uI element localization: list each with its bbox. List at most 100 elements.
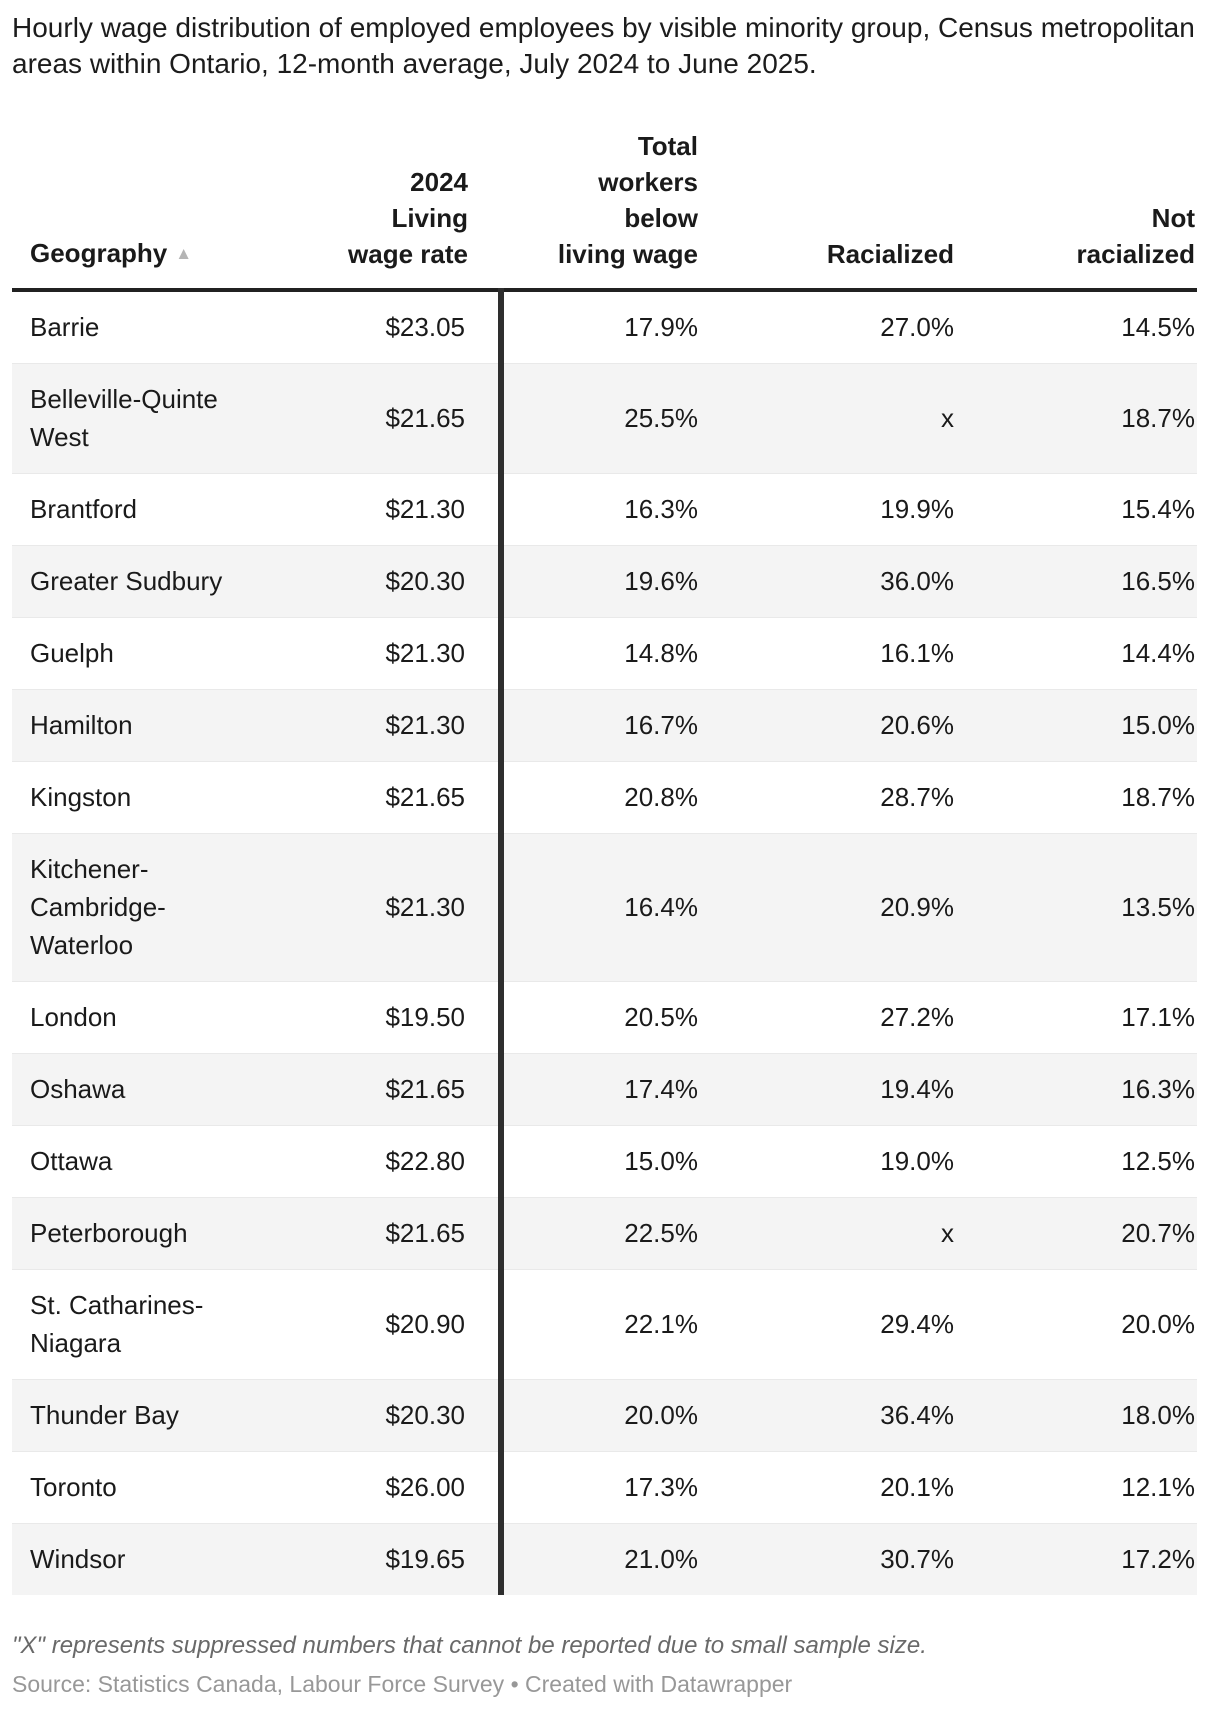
cell-racialized: 19.9%: [731, 473, 987, 546]
cell-not-racialized: 12.5%: [987, 1125, 1197, 1198]
cell-not-racialized: 14.4%: [987, 617, 1197, 690]
cell-racialized: x: [731, 363, 987, 474]
cell-not-racialized: 16.3%: [987, 1053, 1197, 1126]
cell-racialized: 19.4%: [731, 1053, 987, 1126]
cell-racialized: 29.4%: [731, 1269, 987, 1380]
cell-living-wage-rate: $19.50: [251, 981, 501, 1054]
column-header-total-below-living-wage[interactable]: Total workers below living wage: [501, 128, 731, 292]
table-row: Hamilton $21.30 16.7% 20.6% 15.0%: [12, 689, 1197, 762]
cell-racialized: 27.2%: [731, 981, 987, 1054]
cell-geography: Peterborough: [12, 1197, 251, 1270]
cell-living-wage-rate: $21.30: [251, 833, 501, 982]
cell-not-racialized: 20.7%: [987, 1197, 1197, 1270]
cell-total-below-living-wage: 17.9%: [498, 290, 731, 364]
column-header-not-racialized-label: Not racialized: [1076, 203, 1195, 269]
cell-racialized: 36.0%: [731, 545, 987, 618]
cell-total-below-living-wage: 14.8%: [498, 617, 731, 690]
cell-living-wage-rate: $20.30: [251, 545, 501, 618]
cell-living-wage-rate: $21.65: [251, 1053, 501, 1126]
cell-living-wage-rate: $21.65: [251, 761, 501, 834]
cell-living-wage-rate: $23.05: [385, 312, 465, 342]
cell-living-wage-rate: $22.80: [251, 1125, 501, 1198]
table-row: Ottawa $22.80 15.0% 19.0% 12.5%: [12, 1125, 1197, 1198]
column-header-not-racialized[interactable]: Not racialized: [987, 128, 1197, 292]
table-row: Barrie $23.05 17.9% 27.0% 14.5%: [12, 290, 1197, 364]
cell-living-wage-rate: $21.30: [251, 689, 501, 762]
table-row: Windsor $19.65 21.0% 30.7% 17.2%: [12, 1523, 1197, 1595]
table-row: Greater Sudbury $20.30 19.6% 36.0% 16.5%: [12, 545, 1197, 618]
cell-not-racialized: 17.2%: [987, 1523, 1197, 1595]
table-row: Peterborough $21.65 22.5% x 20.7%: [12, 1197, 1197, 1270]
column-header-geography[interactable]: Geography ▲: [12, 128, 251, 292]
table-row: Toronto $26.00 17.3% 20.1% 12.1%: [12, 1451, 1197, 1524]
cell-not-racialized: 20.0%: [987, 1269, 1197, 1380]
cell-racialized: x: [731, 1197, 987, 1270]
cell-geography: Windsor: [12, 1523, 251, 1595]
cell-racialized: 19.0%: [731, 1125, 987, 1198]
cell-geography: St. Catharines-Niagara: [12, 1269, 251, 1380]
cell-not-racialized: 18.0%: [987, 1379, 1197, 1452]
cell-total-below-living-wage: 17.4%: [498, 1053, 731, 1126]
cell-not-racialized: 18.7%: [987, 761, 1197, 834]
cell-total-below-living-wage: 22.5%: [498, 1197, 731, 1270]
cell-living-wage-rate: $20.90: [251, 1269, 501, 1380]
cell-geography: Hamilton: [12, 689, 251, 762]
sort-ascending-icon: ▲: [175, 244, 193, 263]
cell-total-below-living-wage: 16.3%: [498, 473, 731, 546]
cell-not-racialized: 12.1%: [987, 1451, 1197, 1524]
cell-geography: Belleville-Quinte West: [12, 363, 251, 474]
cell-total-below-living-wage: 22.1%: [498, 1269, 731, 1380]
column-header-racialized-label: Racialized: [826, 239, 954, 269]
table-row: Brantford $21.30 16.3% 19.9% 15.4%: [12, 473, 1197, 546]
column-header-geography-label: Geography: [30, 238, 168, 268]
cell-total-below-living-wage: 16.7%: [498, 689, 731, 762]
cell-total-below-living-wage: 20.5%: [498, 981, 731, 1054]
cell-total-below-living-wage: 25.5%: [498, 363, 731, 474]
table-row: Belleville-Quinte West $21.65 25.5% x 18.7%: [12, 363, 1197, 474]
table-title: Hourly wage distribution of employed emp…: [12, 12, 1195, 79]
table-row: Oshawa $21.65 17.4% 19.4% 16.3%: [12, 1053, 1197, 1126]
cell-not-racialized: 13.5%: [987, 833, 1197, 982]
column-header-living-wage-rate[interactable]: 2024 Living wage rate: [251, 128, 501, 292]
cell-geography: Thunder Bay: [12, 1379, 251, 1452]
cell-geography: London: [12, 981, 251, 1054]
table-row: St. Catharines-Niagara $20.90 22.1% 29.4% 20…: [12, 1269, 1197, 1380]
column-header-racialized[interactable]: Racialized: [731, 128, 987, 292]
table-row: Guelph $21.30 14.8% 16.1% 14.4%: [12, 617, 1197, 690]
cell-not-racialized: 18.7%: [987, 363, 1197, 474]
column-header-total-below-living-wage-label: Total workers below living wage: [557, 131, 698, 269]
cell-not-racialized: 15.0%: [987, 689, 1197, 762]
source-line: Source: Statistics Canada, Labour Force …: [12, 1671, 793, 1697]
cell-geography: Ottawa: [12, 1125, 251, 1198]
cell-total-below-living-wage: 19.6%: [498, 545, 731, 618]
cell-racialized: 20.6%: [731, 689, 987, 762]
cell-total-below-living-wage: 20.0%: [498, 1379, 731, 1452]
cell-living-wage-rate: $20.30: [251, 1379, 501, 1452]
table-body: Barrie $23.05 17.9% 27.0% 14.5% Belleville-Qu…: [12, 290, 1197, 1595]
table-row: London $19.50 20.5% 27.2% 17.1%: [12, 981, 1197, 1054]
cell-geography: Guelph: [12, 617, 251, 690]
table-header: Geography ▲ 2024 Living wage rate Total w…: [12, 128, 1197, 292]
wage-distribution-table: Geography ▲ 2024 Living wage rate Total w…: [12, 128, 1197, 1595]
cell-total-below-living-wage: 17.3%: [498, 1451, 731, 1524]
cell-racialized: 36.4%: [731, 1379, 987, 1452]
cell-racialized: 20.9%: [731, 833, 987, 982]
cell-not-racialized: 16.5%: [987, 545, 1197, 618]
cell-not-racialized: 14.5%: [1121, 312, 1195, 342]
cell-geography: Brantford: [12, 473, 251, 546]
cell-total-below-living-wage: 15.0%: [498, 1125, 731, 1198]
cell-racialized: 20.1%: [731, 1451, 987, 1524]
cell-total-below-living-wage: 20.8%: [498, 761, 731, 834]
cell-racialized: 27.0%: [880, 312, 954, 342]
cell-geography: Toronto: [12, 1451, 251, 1524]
cell-geography: Greater Sudbury: [12, 545, 251, 618]
cell-living-wage-rate: $26.00: [251, 1451, 501, 1524]
footnote: "X" represents suppressed numbers that c…: [12, 1632, 927, 1659]
cell-geography: Oshawa: [12, 1053, 251, 1126]
cell-living-wage-rate: $21.30: [251, 617, 501, 690]
table-row: Kingston $21.65 20.8% 28.7% 18.7%: [12, 761, 1197, 834]
table-row: Kitchener-Cambridge-Waterloo $21.30 16.4% 2…: [12, 833, 1197, 982]
cell-living-wage-rate: $21.65: [251, 1197, 501, 1270]
header-row: Geography ▲ 2024 Living wage rate Total w…: [12, 128, 1197, 292]
cell-geography: Kingston: [12, 761, 251, 834]
